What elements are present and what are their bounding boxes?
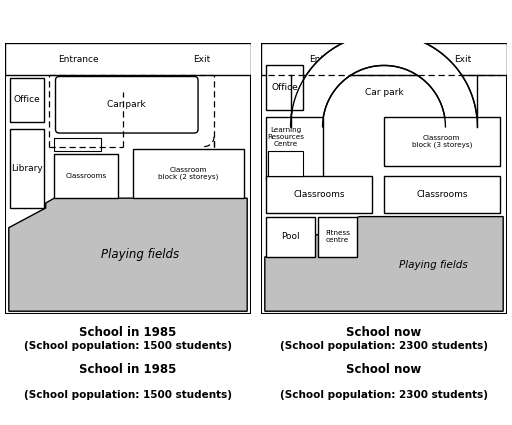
Text: Learning
Resources
Centre: Learning Resources Centre [267,127,304,147]
Bar [5,43,251,75]
Text: (School population: 1500 students): (School population: 1500 students) [24,341,232,351]
Bar [54,154,118,198]
Text: Entrance: Entrance [58,55,99,64]
Text: (School population: 2300 students): (School population: 2300 students) [280,341,488,351]
Text: Exit: Exit [454,55,471,64]
Text: Car park: Car park [63,142,92,148]
Text: Playing fields: Playing fields [101,248,179,261]
Bar [266,117,323,178]
Bar [133,149,244,198]
Bar [10,129,45,208]
Polygon shape [9,198,247,311]
Text: (School population: 2300 students): (School population: 2300 students) [280,390,488,400]
Bar [266,176,372,213]
Bar [261,43,507,75]
Text: Classrooms: Classrooms [66,173,107,179]
Text: Car park: Car park [108,100,146,109]
Bar [317,217,357,257]
Bar [10,78,45,122]
Bar [268,151,303,176]
Bar [384,117,500,166]
Bar [54,138,101,151]
Text: Classrooms: Classrooms [416,190,467,199]
Text: School in 1985: School in 1985 [79,326,177,339]
Text: Classroom
block (3 storeys): Classroom block (3 storeys) [412,135,472,148]
Text: School now: School now [347,326,421,339]
Bar [266,65,303,110]
Text: Playing fields: Playing fields [399,260,467,269]
Text: Classrooms: Classrooms [293,190,345,199]
Text: School now: School now [347,363,421,376]
Polygon shape [291,34,477,127]
Text: Fitness
centre: Fitness centre [325,230,350,244]
Text: Entrance: Entrance [310,55,350,64]
Text: Office: Office [14,95,40,105]
Bar [384,176,500,213]
Text: School in 1985: School in 1985 [79,363,177,376]
Text: Pool: Pool [281,232,300,241]
Text: Exit: Exit [193,55,210,64]
Text: Computer
room: Computer room [271,159,301,169]
Text: Library: Library [11,164,43,173]
Text: Car park: Car park [365,88,403,97]
Text: Classroom
block (2 storeys): Classroom block (2 storeys) [158,167,219,180]
Polygon shape [265,217,503,311]
Text: (School population: 1500 students): (School population: 1500 students) [24,390,232,400]
Text: Office: Office [271,83,298,92]
FancyBboxPatch shape [55,76,198,133]
Bar [266,217,315,257]
